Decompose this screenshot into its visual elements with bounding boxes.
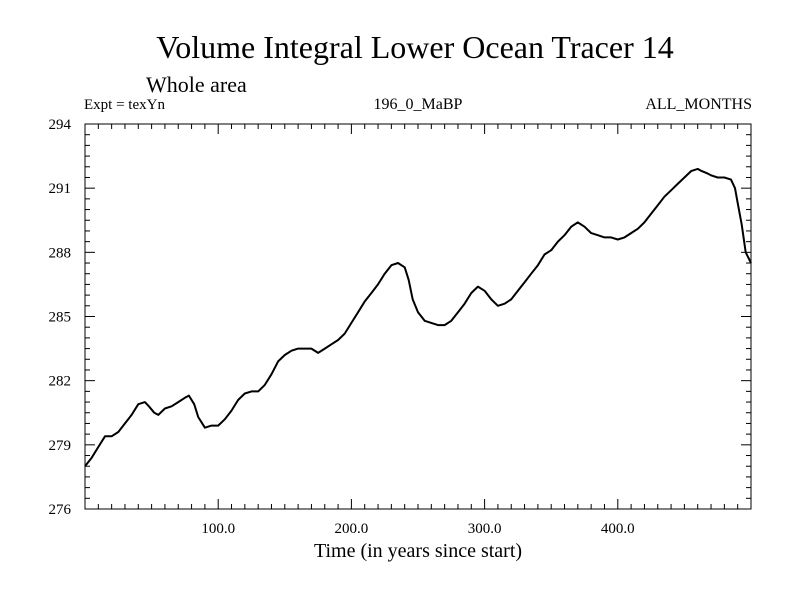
chart-title: Volume Integral Lower Ocean Tracer 14 bbox=[156, 29, 673, 65]
x-axis-label: Time (in years since start) bbox=[314, 540, 522, 562]
x-tick-label: 300.0 bbox=[468, 521, 502, 537]
chart-subtitle: Whole area bbox=[146, 72, 247, 97]
x-tick-label: 400.0 bbox=[601, 521, 635, 537]
x-tick-label: 200.0 bbox=[335, 521, 369, 537]
header-right: ALL_MONTHS bbox=[645, 96, 752, 113]
y-tick-label: 276 bbox=[49, 502, 72, 518]
y-tick-label: 288 bbox=[49, 245, 72, 261]
axis-ticks bbox=[85, 123, 751, 510]
y-tick-label: 291 bbox=[49, 181, 72, 197]
header-left: Expt = texYn bbox=[84, 97, 165, 113]
plot-frame bbox=[84, 123, 752, 510]
y-tick-label: 282 bbox=[49, 374, 72, 390]
y-tick-labels: 276 279 282 285 288 291 294 bbox=[49, 117, 72, 518]
y-tick-label: 285 bbox=[49, 310, 72, 326]
series-layer bbox=[84, 167, 752, 467]
x-tick-label: 100.0 bbox=[201, 521, 235, 537]
x-tick-labels: 100.0 200.0 300.0 400.0 bbox=[201, 521, 634, 537]
y-tick-label: 279 bbox=[49, 438, 72, 454]
series-line-0 bbox=[84, 167, 752, 467]
header-center: 196_0_MaBP bbox=[374, 96, 463, 113]
y-tick-label: 294 bbox=[49, 117, 72, 133]
